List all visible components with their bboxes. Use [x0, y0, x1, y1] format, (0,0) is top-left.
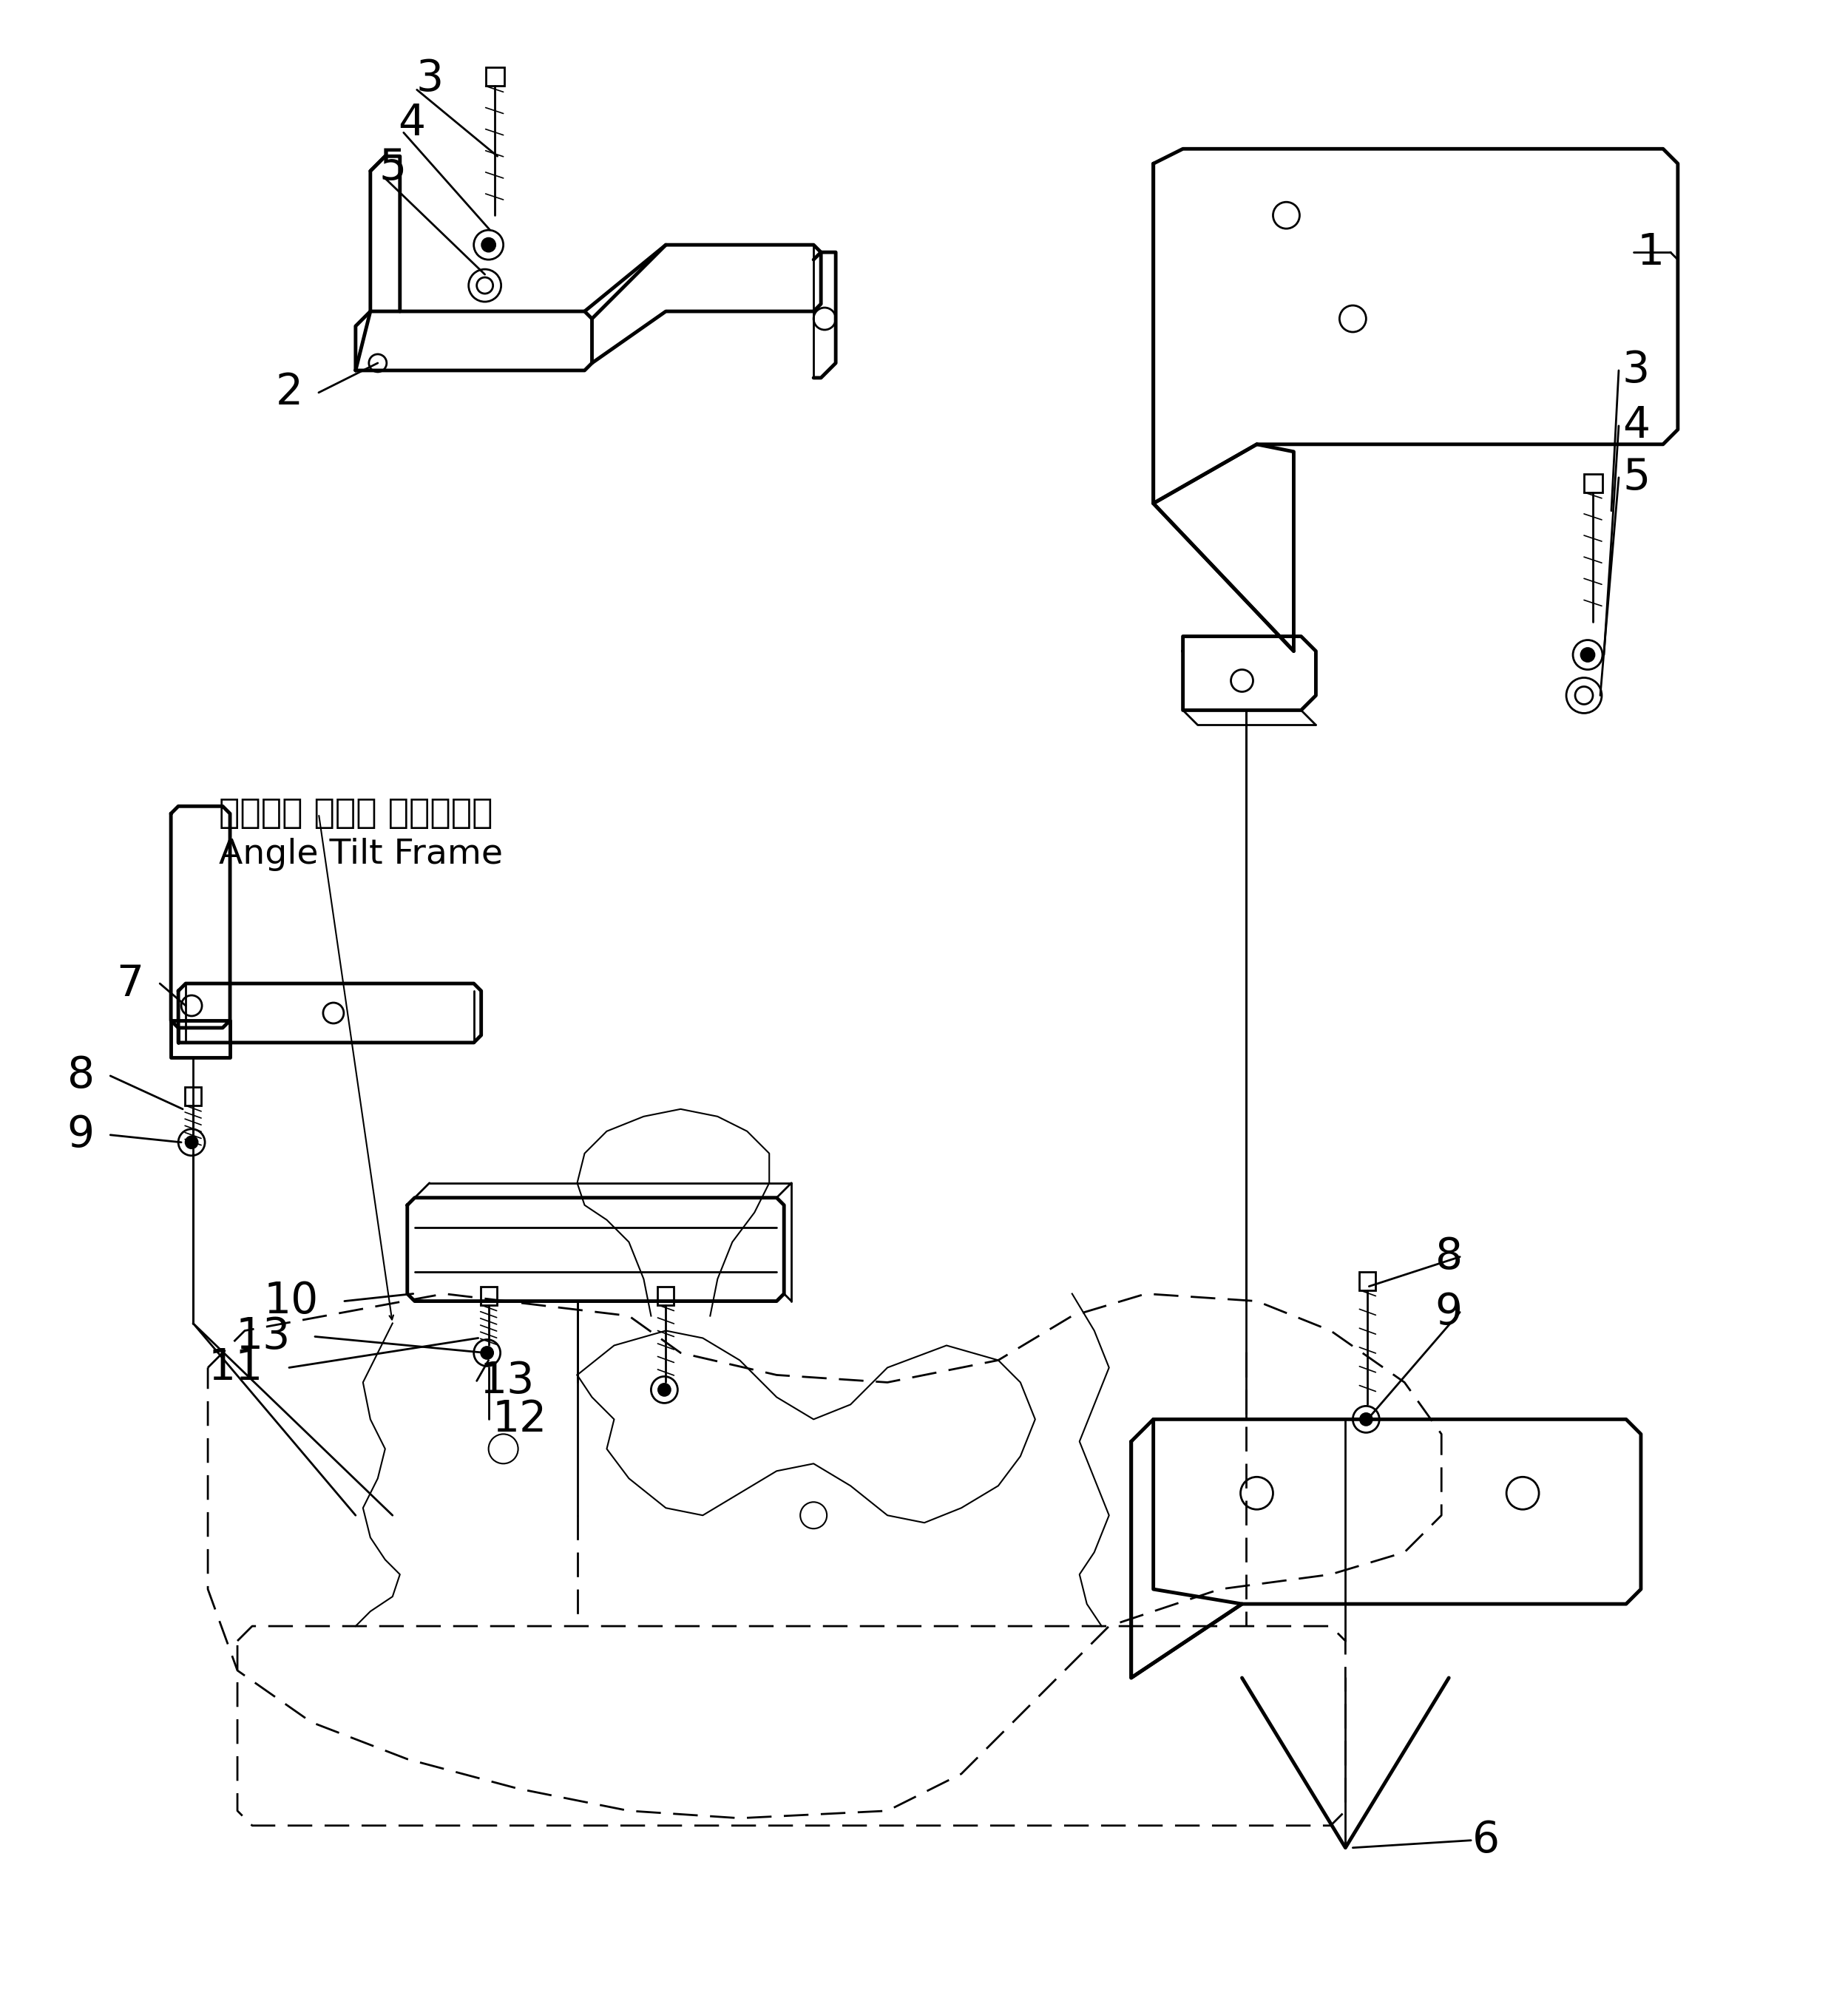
Text: アングル チルト フレーム．: アングル チルト フレーム．	[218, 796, 493, 830]
Circle shape	[1582, 648, 1595, 662]
Text: 12: 12	[492, 1399, 547, 1441]
Bar	[1584, 474, 1602, 492]
Circle shape	[480, 1347, 493, 1359]
Text: 1: 1	[1637, 232, 1665, 274]
Bar	[480, 1287, 497, 1305]
Text: 4: 4	[1623, 404, 1650, 446]
Text: 3: 3	[1623, 350, 1650, 392]
Text: 10: 10	[264, 1281, 318, 1323]
Text: 5: 5	[379, 146, 407, 188]
Text: 13: 13	[237, 1315, 290, 1357]
Text: 8: 8	[67, 1055, 94, 1097]
Text: 11: 11	[209, 1347, 262, 1389]
Bar	[185, 1087, 201, 1105]
Circle shape	[482, 238, 495, 252]
Text: Angle Tilt Frame: Angle Tilt Frame	[218, 838, 503, 870]
Text: 6: 6	[1473, 1819, 1499, 1861]
Text: 8: 8	[1436, 1237, 1462, 1279]
Bar	[658, 1287, 675, 1305]
Circle shape	[185, 1137, 198, 1149]
Text: 13: 13	[480, 1361, 534, 1403]
Text: 4: 4	[397, 102, 425, 144]
Circle shape	[1360, 1413, 1371, 1425]
Bar	[486, 68, 505, 86]
Text: 9: 9	[67, 1115, 94, 1157]
Text: 5: 5	[1623, 456, 1650, 498]
Bar	[1360, 1271, 1375, 1291]
Text: 7: 7	[116, 962, 144, 1005]
Text: 3: 3	[416, 58, 444, 100]
Text: 9: 9	[1436, 1291, 1462, 1333]
Text: 2: 2	[275, 372, 303, 414]
Circle shape	[658, 1385, 671, 1395]
